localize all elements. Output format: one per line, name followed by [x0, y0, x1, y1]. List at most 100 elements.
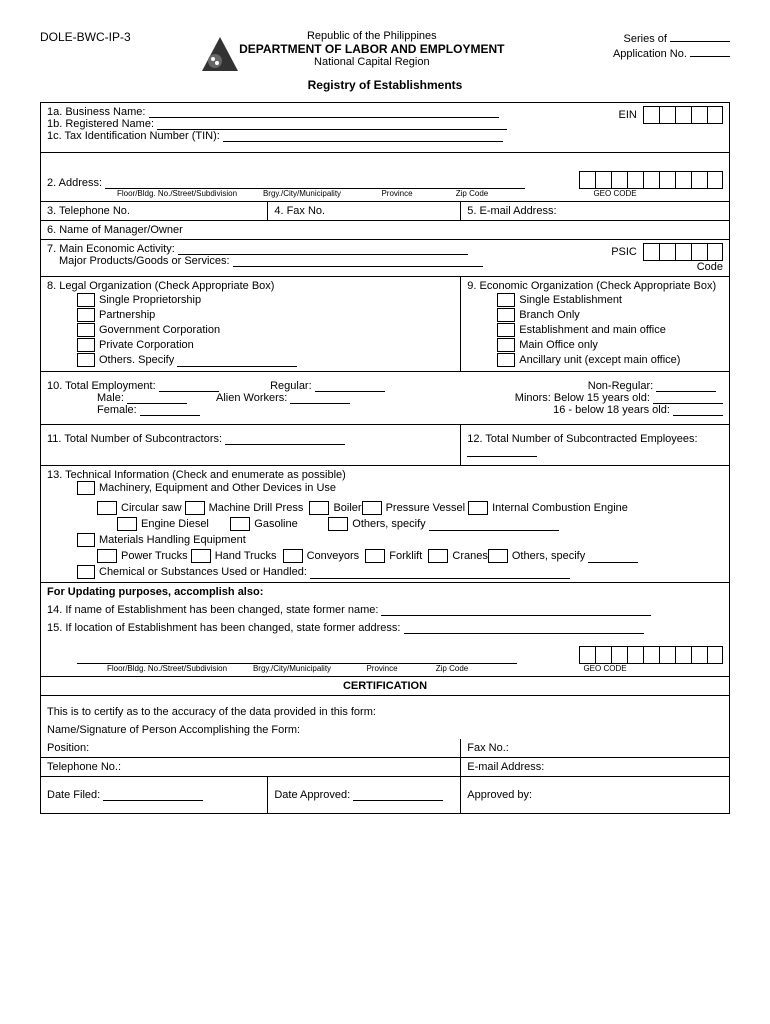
total-emp-field[interactable] — [159, 381, 219, 392]
s8-title: 8. Legal Organization (Check Appropriate… — [47, 280, 454, 292]
addr2-sub1: Floor/Bldg. No./Street/Subdivision — [97, 664, 237, 673]
s13-boiler: Boiler — [333, 502, 361, 514]
s11-label: 11. Total Number of Subcontractors: — [47, 433, 222, 445]
former-addr-field[interactable] — [404, 623, 644, 634]
s13-fork: Forklift — [389, 550, 422, 562]
s15-label: 15. If location of Establishment has bee… — [47, 622, 400, 634]
female-field[interactable] — [140, 405, 200, 416]
cb-others1[interactable] — [328, 517, 348, 531]
s10-male: Male: — [97, 392, 124, 404]
addr2-sub3: Province — [347, 664, 417, 673]
cb-single-prop[interactable] — [77, 293, 95, 307]
s12-label: 12. Total Number of Subcontracted Employ… — [467, 433, 697, 445]
s7-main-label: 7. Main Economic Activity: — [47, 243, 175, 255]
others-legal-field[interactable] — [177, 356, 297, 367]
date-approved-field[interactable] — [353, 790, 443, 801]
tin-field[interactable] — [223, 131, 503, 142]
regular-field[interactable] — [315, 381, 385, 392]
business-name-field[interactable] — [149, 107, 499, 118]
teens-field[interactable] — [673, 405, 723, 416]
date-filed-field[interactable] — [103, 790, 203, 801]
cb-ice[interactable] — [468, 501, 488, 515]
products-field[interactable] — [233, 256, 483, 267]
s13-chem: Chemical or Substances Used or Handled: — [99, 566, 307, 578]
subcontracted-emp-field[interactable] — [467, 446, 537, 457]
minors-field[interactable] — [653, 393, 723, 404]
psic-label: PSIC — [611, 246, 637, 258]
chem-field[interactable] — [310, 568, 570, 579]
cb-boiler[interactable] — [309, 501, 329, 515]
cb-gasoline[interactable] — [230, 517, 250, 531]
cb-mhe[interactable] — [77, 533, 95, 547]
cb-single-est[interactable] — [497, 293, 515, 307]
s3-label: 3. Telephone No. — [41, 202, 268, 221]
cb-cranes[interactable] — [428, 549, 448, 563]
cb-private-corp[interactable] — [77, 338, 95, 352]
s13-cranes: Cranes — [452, 550, 487, 562]
former-name-field[interactable] — [381, 605, 651, 616]
s13-ice: Internal Combustion Engine — [492, 502, 628, 514]
geocode-boxes[interactable] — [579, 171, 723, 189]
addr-sub2: Brgy./City/Municipality — [247, 189, 357, 198]
s1c-label: 1c. Tax Identification Number (TIN): — [47, 130, 220, 142]
ein-boxes[interactable] — [643, 106, 723, 124]
s13-conv: Conveyors — [307, 550, 360, 562]
cert-title: CERTIFICATION — [41, 677, 730, 696]
cb-partnership[interactable] — [77, 308, 95, 322]
s8-o1: Single Proprietorship — [99, 294, 201, 306]
geocode2-boxes[interactable] — [579, 646, 723, 664]
cb-circular[interactable] — [97, 501, 117, 515]
subcontractors-field[interactable] — [225, 434, 345, 445]
cert-text: This is to certify as to the accuracy of… — [41, 696, 730, 722]
alien-field[interactable] — [290, 393, 350, 404]
cb-ancillary[interactable] — [497, 353, 515, 367]
male-field[interactable] — [127, 393, 187, 404]
others2-field[interactable] — [588, 552, 638, 563]
cb-fork[interactable] — [365, 549, 385, 563]
cb-others2[interactable] — [488, 549, 508, 563]
s13-drill: Machine Drill Press — [209, 502, 304, 514]
cb-diesel[interactable] — [117, 517, 137, 531]
cb-pressure[interactable] — [362, 501, 382, 515]
registry-title: Registry of Establishments — [40, 78, 730, 92]
cb-others-legal[interactable] — [77, 353, 95, 367]
s2-label: 2. Address: — [47, 177, 102, 189]
cb-drill[interactable] — [185, 501, 205, 515]
addr-sub3: Province — [357, 189, 437, 198]
app-no-label: Application No. — [613, 48, 687, 60]
s1a-label: 1a. Business Name: — [47, 106, 145, 118]
app-no-field[interactable] — [690, 45, 730, 57]
cert-filed-label: Date Filed: — [47, 789, 100, 801]
cb-machinery[interactable] — [77, 481, 95, 495]
s10-regular: Regular: — [270, 380, 312, 392]
cb-main-only[interactable] — [497, 338, 515, 352]
cb-govt-corp[interactable] — [77, 323, 95, 337]
economic-activity-field[interactable] — [178, 244, 468, 255]
former-addr-line[interactable] — [77, 653, 517, 664]
address-field[interactable] — [105, 178, 525, 189]
s4-label: 4. Fax No. — [268, 202, 461, 221]
series-field[interactable] — [670, 30, 730, 42]
cb-branch[interactable] — [497, 308, 515, 322]
dole-logo — [200, 35, 240, 78]
nonreg-field[interactable] — [656, 381, 716, 392]
s10-alien: Alien Workers: — [216, 392, 287, 404]
psic-boxes[interactable] — [643, 243, 723, 261]
cb-hand[interactable] — [191, 549, 211, 563]
s13-others1: Others, specify — [352, 518, 425, 530]
s13-diesel: Engine Diesel — [141, 518, 209, 530]
s13-circular: Circular saw — [121, 502, 182, 514]
addr2-sub4: Zip Code — [417, 664, 487, 673]
s5-label: 5. E-mail Address: — [461, 202, 730, 221]
registered-name-field[interactable] — [157, 119, 507, 130]
form-code: DOLE-BWC-IP-3 — [40, 30, 131, 68]
s10-nonreg: Non-Regular: — [588, 380, 653, 392]
s9-o3: Establishment and main office — [519, 324, 666, 336]
cb-est-main[interactable] — [497, 323, 515, 337]
cb-conv[interactable] — [283, 549, 303, 563]
cb-power[interactable] — [97, 549, 117, 563]
addr-sub4: Zip Code — [437, 189, 507, 198]
others1-field[interactable] — [429, 520, 559, 531]
cb-chem[interactable] — [77, 565, 95, 579]
update-label: For Updating purposes, accomplish also: — [47, 586, 263, 598]
